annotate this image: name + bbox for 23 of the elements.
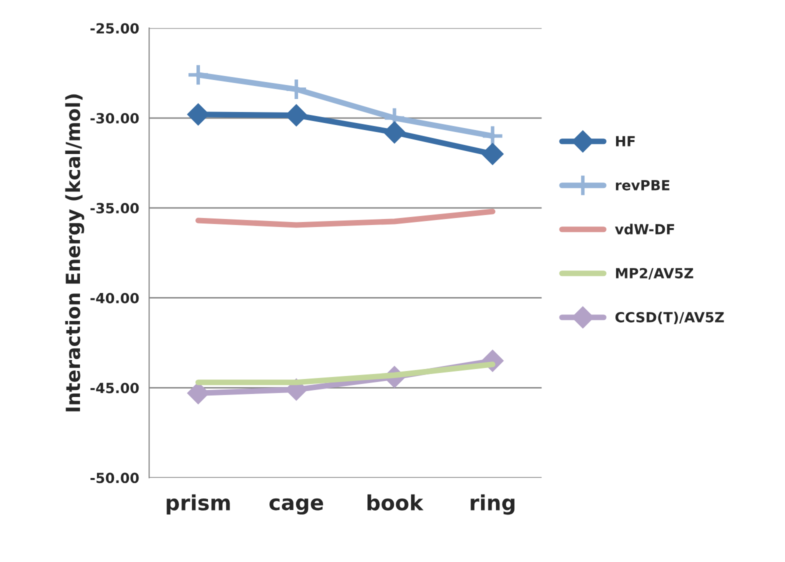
point — [284, 78, 308, 101]
y-tick-label: -35.00 — [90, 202, 139, 214]
legend-label: HF — [616, 136, 635, 146]
point — [384, 122, 406, 143]
y-tick-label: -45.00 — [90, 382, 139, 394]
x-tick-label: book — [368, 494, 424, 510]
x-tick-label: cage — [270, 498, 324, 515]
legend-label: vdW-DF — [614, 224, 674, 234]
point — [286, 104, 307, 126]
point — [188, 104, 209, 125]
legend-label: MP2/AV5Z — [616, 268, 694, 280]
legend-label: CCSD(T)/AV5Z — [615, 312, 724, 324]
y-tick-label: -50.00 — [90, 472, 139, 484]
y-axis-title: Interaction Energy (kcal/mol) — [65, 94, 84, 412]
x-tick-label: prism — [166, 494, 230, 515]
point — [186, 63, 210, 86]
y-tick-label: -30.00 — [90, 112, 139, 124]
x-tick-label: ring — [470, 494, 514, 515]
legend-label: revPBE — [616, 180, 670, 190]
y-tick-label: -40.00 — [90, 292, 139, 304]
point — [188, 382, 209, 404]
point — [482, 143, 504, 165]
y-tick-label: -25.00 — [90, 23, 139, 34]
